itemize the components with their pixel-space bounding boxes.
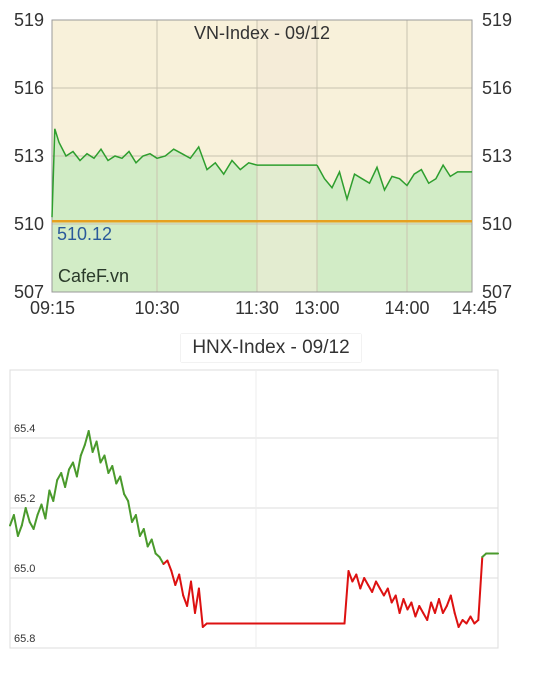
hnx-series-segment	[449, 594, 456, 614]
hnx-series-segment	[178, 573, 185, 597]
vn-y-tick-label-left: 519	[14, 10, 44, 30]
hnx-y-tick-label: 65.0	[14, 563, 35, 575]
hnx-series-segment	[363, 577, 370, 586]
hnx-series-segment	[12, 514, 19, 537]
hnx-series-segment	[60, 472, 67, 488]
hnx-series-segment	[158, 556, 165, 565]
hnx-series-segment	[103, 454, 110, 474]
vn-y-tick-label-left: 507	[14, 282, 44, 302]
hnx-series-segment	[127, 500, 133, 523]
hnx-y-tick-label: 65.4	[14, 423, 35, 435]
hnx-series-segment	[378, 587, 385, 597]
hnx-series-segment	[367, 584, 374, 593]
hnx-chart-title: HNX-Index - 09/12	[181, 334, 361, 362]
hnx-plot-frame	[9, 369, 499, 649]
hnx-series-segment	[477, 556, 484, 621]
hnx-series-segment	[75, 454, 82, 478]
hnx-series-segment	[64, 468, 70, 488]
vn-y-tick-label-left: 516	[14, 78, 44, 98]
vn-y-tick-label-right: 507	[482, 282, 512, 302]
hnx-series-segment	[402, 598, 409, 611]
vn-x-tick-label: 14:00	[384, 298, 429, 318]
hnx-series-segment	[52, 479, 59, 502]
hnx-index-chart: 65.4 65.2 65.0 65.8	[9, 369, 499, 649]
hnx-series-segment	[111, 465, 118, 485]
hnx-series-segment	[170, 570, 177, 586]
vn-y-tick-label-right: 516	[482, 78, 512, 98]
hnx-series-segment	[150, 538, 157, 555]
hnx-series-segment	[190, 580, 196, 614]
hnx-series-segment	[142, 528, 149, 548]
hnx-series-segment	[36, 503, 43, 516]
hnx-y-tick-label: 65.2	[14, 493, 35, 505]
hnx-series-segment	[438, 598, 444, 614]
vn-area-break	[257, 165, 317, 292]
hnx-series-segment	[166, 559, 173, 572]
hnx-series-segment	[32, 514, 39, 530]
hnx-series-segment	[16, 524, 23, 537]
hnx-series-segment	[394, 594, 401, 614]
hnx-series-segment	[44, 489, 51, 520]
hnx-series-segment	[123, 493, 130, 502]
vn-y-tick-label-right: 519	[482, 10, 512, 30]
hnx-series-segment	[197, 587, 204, 628]
vn-x-tick-label: 13:00	[294, 298, 339, 318]
hnx-series-segment	[343, 570, 350, 625]
vn-series-line-afternoon	[316, 163, 472, 202]
hnx-series-segment	[347, 570, 354, 583]
hnx-series-segment	[79, 444, 86, 457]
hnx-series-segment	[398, 598, 405, 614]
hnx-series-segment	[20, 507, 27, 527]
hnx-series-segment	[72, 461, 78, 478]
vn-y-tick-label-right: 513	[482, 146, 512, 166]
vn-x-tick-label: 09:15	[30, 298, 75, 318]
hnx-series-segment	[469, 615, 476, 625]
vn-plot-frame	[51, 19, 473, 293]
hnx-y-tick-label: 65.8	[14, 633, 35, 645]
hnx-series-segment	[414, 605, 421, 618]
hnx-series-segment	[375, 580, 381, 590]
hnx-series-segment	[371, 580, 377, 593]
hnx-series-segment	[418, 605, 425, 614]
vn-watermark: CafeF.vn	[58, 266, 130, 286]
hnx-series-segment	[430, 601, 436, 614]
vn-x-tick-label: 14:45	[452, 298, 497, 318]
hnx-series-segment	[410, 601, 417, 618]
hnx-series-segment	[83, 430, 90, 446]
hnx-series-segment	[457, 619, 464, 628]
hnx-series-segment	[95, 440, 102, 464]
hnx-series-segment	[441, 605, 448, 614]
vn-area-morning	[52, 128, 257, 292]
hnx-series-segment	[119, 475, 126, 495]
hnx-series-segment	[426, 601, 433, 621]
vn-area-afternoon	[317, 165, 472, 292]
vn-x-tick-label: 11:30	[235, 298, 279, 318]
vn-series-line-morning	[51, 128, 258, 218]
hnx-series-segment	[134, 514, 141, 537]
hnx-series-segment	[359, 577, 366, 590]
vn-y-tick-label-left: 513	[14, 146, 44, 166]
hnx-series-segment	[194, 587, 200, 614]
hnx-series-segment	[355, 573, 362, 590]
hnx-series-segment	[87, 430, 94, 453]
hnx-series-segment	[453, 612, 460, 628]
vn-x-tick-label: 10:30	[134, 298, 179, 318]
vn-chart-title: VN-Index - 09/12	[194, 23, 330, 43]
hnx-series-segment	[386, 587, 393, 604]
hnx-series-segment	[445, 594, 452, 607]
hnx-series-segment	[465, 615, 472, 625]
vn-index-chart: VN-Index - 09/12 507 507 510 510 513 513 516 516…	[14, 10, 512, 318]
hnx-series-segment	[434, 598, 440, 614]
vn-reference-label: 510.12	[57, 224, 112, 244]
hnx-series-segment	[186, 580, 192, 607]
hnx-series-segment	[24, 507, 31, 523]
vn-y-tick-label-right: 510	[482, 214, 512, 234]
vn-y-tick-label-left: 510	[14, 214, 44, 234]
